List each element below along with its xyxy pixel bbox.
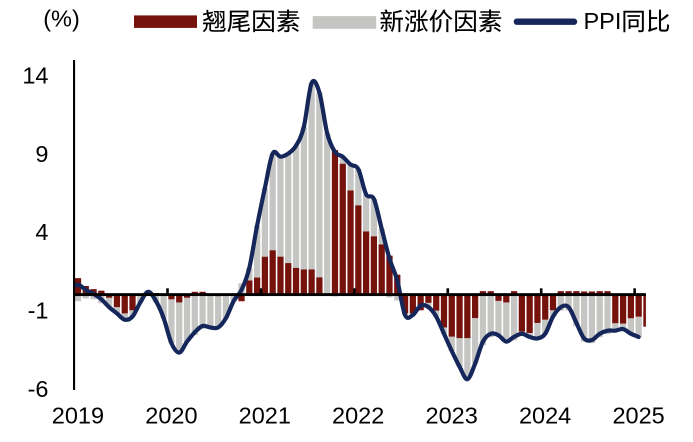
svg-text:2024: 2024 xyxy=(519,403,571,429)
svg-text:2020: 2020 xyxy=(145,403,197,429)
svg-text:PPI: PPI xyxy=(584,8,622,34)
svg-text:2025: 2025 xyxy=(612,403,664,429)
svg-text:14: 14 xyxy=(22,63,48,89)
svg-text:(%): (%) xyxy=(43,5,80,31)
svg-text:9: 9 xyxy=(35,141,48,167)
svg-text:2019: 2019 xyxy=(52,403,104,429)
svg-text:-1: -1 xyxy=(28,298,49,324)
svg-text:4: 4 xyxy=(35,219,48,245)
svg-text:2023: 2023 xyxy=(426,403,478,429)
svg-text:2022: 2022 xyxy=(332,403,384,429)
svg-text:2021: 2021 xyxy=(239,403,291,429)
svg-text:-6: -6 xyxy=(28,376,49,402)
